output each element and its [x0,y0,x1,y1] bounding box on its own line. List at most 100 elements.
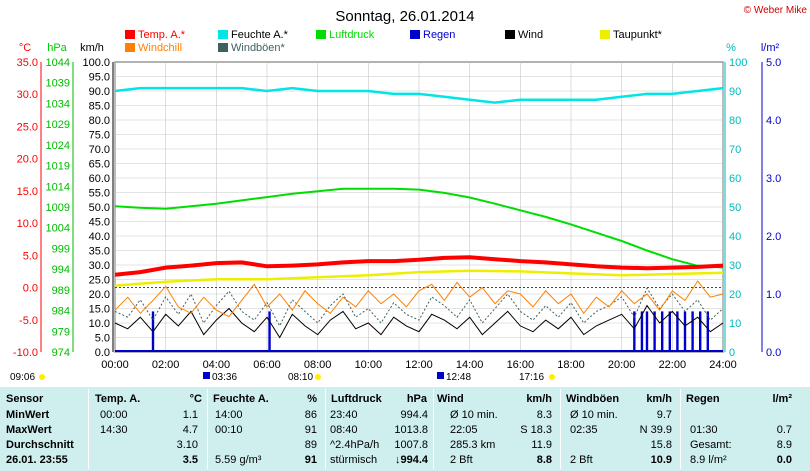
row-label: MaxWert [6,424,52,436]
cell-humidity-time: 00:10 [215,424,243,436]
tick-label-hpa: 989 [52,285,70,297]
x-tick-label: 16:00 [507,359,535,371]
table-header: km/h [526,393,552,405]
axis-unit-temp: °C [19,42,31,54]
column-divider [433,389,434,469]
cell-pressure-time: ^2.4hPa/h [330,439,380,451]
cell-pressure-value: 1013.8 [394,424,428,436]
legend-swatch [125,43,135,52]
table-header: Luftdruck [331,393,382,405]
column-divider [88,389,89,469]
rain-bar [645,311,649,352]
tick-label-temp: 25.0 [17,121,38,133]
tick-label-kmh: 0.0 [95,347,110,359]
tick-label-kmh: 80.0 [89,115,110,127]
tick-label-pct: 40 [729,231,741,243]
cell-wind-a: 285.3 km [450,439,496,451]
cell-rain-a: 01:30 [690,424,718,436]
cell-pressure-time: stürmisch [330,454,378,466]
tick-label-temp: -5.0 [19,315,38,327]
tick-label-hpa: 1029 [46,119,70,131]
cell-wind-a: 2 Bft [450,454,473,466]
table-header: °C [189,393,202,405]
series-wind [114,304,724,339]
table-header: Regen [686,393,720,405]
tick-label-kmh: 95.0 [89,72,110,84]
row-label: MinWert [6,409,50,421]
column-divider [325,389,326,469]
x-tick-label: 22:00 [659,359,687,371]
tick-label-kmh: 5.0 [95,333,110,345]
tick-label-rain: 3.0 [766,173,781,185]
rain-bar [691,311,694,352]
rain-bar [683,311,687,352]
x-tick-label: 02:00 [152,359,180,371]
x-tick-label: 12:00 [405,359,433,371]
table-header: l/m² [772,393,792,405]
cell-rain-value: 0.0 [776,454,792,466]
row-label: 26.01. 23:55 [6,454,68,466]
cell-temp-value: 4.7 [182,424,198,436]
x-axis-labels: 00:00 02:00 04:00 06:00 08:00 10:00 12:00 14:00… [101,359,737,371]
legend-swatch [316,30,326,39]
cell-pressure-value: ↓994.4 [394,454,428,466]
table-header: Temp. A. [95,393,141,405]
cell-pressure-value: 994.4 [400,409,428,421]
cell-wind-a: Ø 10 min. [450,409,498,421]
x-tick-label: 06:00 [253,359,281,371]
cell-wind-value: 11.9 [531,439,552,451]
tick-label-hpa: 1039 [46,78,70,90]
rain-bar [668,311,671,352]
tick-label-hpa: 999 [52,243,70,255]
tick-label-temp: 20.0 [17,154,38,166]
tick-label-kmh: 60.0 [89,173,110,185]
tick-label-kmh: 45.0 [89,217,110,229]
cell-rain-value: 0.7 [776,424,792,436]
cell-gust-value: N 39.9 [639,424,672,436]
tick-label-kmh: 15.0 [89,304,110,316]
tick-label-pct: 50 [729,202,741,214]
cell-humidity-value: 91 [304,424,317,436]
series-temperature [114,255,724,277]
cell-humidity-time: 5.59 g/m³ [215,454,262,466]
tick-label-pct: 70 [729,144,741,156]
cell-gust-a: 2 Bft [570,454,593,466]
axis-unit-rain: l/m² [761,42,780,54]
row-label: Durchschnitt [6,439,74,451]
tick-label-kmh: 20.0 [89,289,110,301]
cell-temp-time: 14:30 [100,424,128,436]
tick-label-kmh: 10.0 [89,318,110,330]
cell-humidity-value: 91 [304,454,317,466]
time-markers: 09:06 03:36 08:10 12:48 17:16 [10,372,555,380]
copyright-label: © Weber Mike [744,5,808,16]
tick-label-kmh: 40.0 [89,231,110,243]
tick-label-hpa: 1024 [46,140,70,152]
tick-label-temp: 5.0 [23,250,38,262]
legend-label: Feuchte A.* [231,29,289,41]
tick-label-pct: 10 [729,318,741,330]
cell-humidity-value: 86 [304,409,317,421]
cell-wind-a: 22:05 [450,424,478,436]
tick-label-hpa: 974 [52,347,70,359]
tick-label-hpa: 1034 [46,98,70,110]
event-marker-icon [203,372,210,379]
table-header: hPa [406,393,427,405]
cell-pressure-time: 23:40 [330,409,358,421]
legend-swatch [600,30,610,39]
rain-bar [640,311,644,352]
cell-gust-a: Ø 10 min. [570,409,618,421]
cell-gust-value: 9.7 [656,409,672,421]
rain-bar [633,311,636,352]
tick-label-kmh: 100.0 [82,57,110,69]
tick-label-hpa: 979 [52,326,70,338]
legend-label: Windchill [138,42,182,54]
tick-label-temp: 15.0 [17,186,38,198]
cell-pressure-time: 08:40 [330,424,358,436]
marker-label: 17:16 [519,372,544,380]
cell-rain-a: Gesamt: [690,439,732,451]
chart-legend: Temp. A.* Feuchte A.* Luftdruck Regen Wind Ta… [125,29,663,54]
x-tick-label: 00:00 [101,359,129,371]
axis-unit-pct: % [726,42,736,54]
column-divider [680,389,681,469]
cell-temp-time: 00:00 [100,409,128,421]
